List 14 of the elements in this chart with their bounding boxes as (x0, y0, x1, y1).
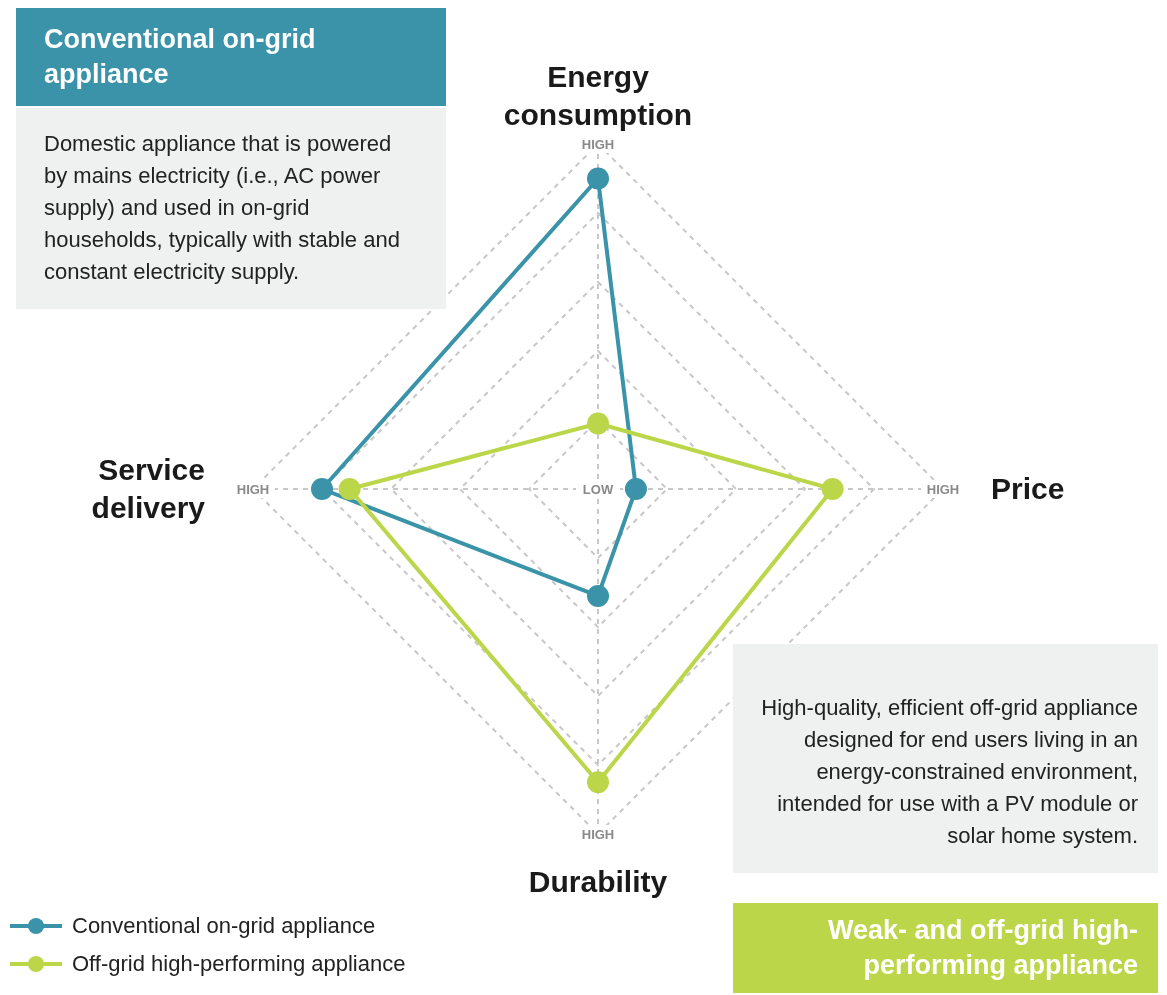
text: High-quality, efficient off-grid appliance designed for end users living in an energy-constrained environment, intended for use with a PV module or solar home system. (733, 644, 1158, 874)
text: HIGH (581, 137, 615, 152)
text: Conventional on-grid appliance (16, 8, 446, 107)
legend-label: Off-grid high-performing appliance (72, 951, 406, 977)
text: Domestic appliance that is powered by mains electricity (i.e., AC power supply) and used in on-grid households, typically with stable and constant electricity supply. (16, 108, 446, 310)
text: Weak- and off-grid high-performing appliance (733, 903, 1158, 994)
text: HIGH (581, 827, 615, 842)
legend-label: Conventional on-grid appliance (72, 913, 376, 939)
spoke-label: Durability (528, 865, 668, 898)
spoke-label: Energy consumption (503, 60, 693, 131)
spoke-label: Price (991, 472, 1065, 505)
spoke-label: Service delivery (91, 453, 206, 524)
y-tick-label: LOW (582, 482, 614, 497)
text: HIGH (236, 482, 270, 497)
